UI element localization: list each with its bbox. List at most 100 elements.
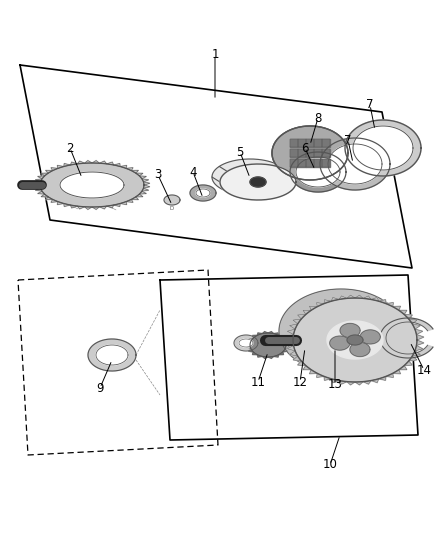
Polygon shape [279,289,403,373]
Polygon shape [96,345,128,365]
Polygon shape [371,379,379,383]
Polygon shape [220,164,296,200]
Polygon shape [71,205,78,208]
Polygon shape [113,164,120,166]
Polygon shape [20,65,412,268]
Polygon shape [131,171,138,173]
Polygon shape [347,335,363,345]
Polygon shape [139,191,146,194]
Polygon shape [279,335,283,338]
Polygon shape [298,159,306,167]
Polygon shape [268,332,274,334]
Polygon shape [399,366,407,370]
Polygon shape [250,333,286,357]
Polygon shape [339,381,347,384]
Polygon shape [34,182,41,185]
Polygon shape [409,319,417,324]
Text: 12: 12 [293,376,307,389]
Polygon shape [88,339,136,371]
Polygon shape [324,300,331,304]
Polygon shape [355,295,363,298]
Polygon shape [268,357,274,358]
Polygon shape [310,306,317,310]
Polygon shape [139,176,146,179]
Polygon shape [71,162,78,165]
Polygon shape [60,172,124,198]
Polygon shape [78,206,85,209]
Polygon shape [120,165,127,168]
Polygon shape [298,314,306,319]
Polygon shape [314,149,322,157]
Polygon shape [46,171,53,173]
Polygon shape [345,120,421,176]
Polygon shape [379,300,386,304]
Text: 7: 7 [366,99,374,111]
Polygon shape [322,159,330,167]
Polygon shape [106,162,113,165]
Polygon shape [274,333,279,335]
Polygon shape [355,382,363,385]
Polygon shape [330,336,350,350]
Polygon shape [64,164,71,166]
Polygon shape [415,345,423,351]
Polygon shape [287,345,295,351]
Polygon shape [347,295,355,298]
Text: 7: 7 [344,133,352,147]
Polygon shape [85,207,92,209]
Polygon shape [306,139,314,147]
Polygon shape [252,352,258,354]
Polygon shape [290,139,298,147]
Polygon shape [404,314,412,319]
Text: 1: 1 [211,49,219,61]
Polygon shape [293,356,301,361]
Polygon shape [386,303,393,306]
Polygon shape [296,157,340,187]
Polygon shape [92,207,99,209]
Text: 14: 14 [417,364,431,376]
Polygon shape [274,354,279,357]
Polygon shape [136,173,143,176]
Text: 8: 8 [314,111,321,125]
Text: 4: 4 [189,166,197,179]
Polygon shape [380,318,433,358]
Polygon shape [292,333,318,351]
Polygon shape [412,324,420,329]
Polygon shape [38,191,45,194]
Polygon shape [293,319,301,324]
Polygon shape [327,321,383,359]
Polygon shape [290,152,346,192]
Polygon shape [113,204,120,206]
Text: 2: 2 [66,141,74,155]
Polygon shape [412,351,420,356]
Polygon shape [51,168,58,171]
Polygon shape [379,376,386,381]
Polygon shape [279,352,283,354]
Polygon shape [339,296,347,300]
Polygon shape [246,341,251,345]
Polygon shape [131,197,138,200]
Polygon shape [126,199,133,203]
Polygon shape [40,163,144,207]
Polygon shape [285,341,290,345]
Polygon shape [360,330,380,344]
Polygon shape [248,338,254,341]
Polygon shape [290,324,298,329]
Text: 13: 13 [328,378,343,392]
Polygon shape [417,335,424,340]
Polygon shape [283,349,288,352]
Text: 9: 9 [96,382,104,394]
Polygon shape [363,296,371,300]
Polygon shape [322,149,330,157]
Polygon shape [46,197,53,200]
Polygon shape [142,179,148,182]
Polygon shape [303,366,311,370]
Polygon shape [286,340,293,345]
Polygon shape [290,159,298,167]
Polygon shape [353,126,413,170]
Polygon shape [331,337,347,347]
Text: 5: 5 [237,146,244,158]
Polygon shape [38,176,45,179]
Polygon shape [57,165,64,168]
Polygon shape [417,340,424,345]
Polygon shape [35,179,42,182]
